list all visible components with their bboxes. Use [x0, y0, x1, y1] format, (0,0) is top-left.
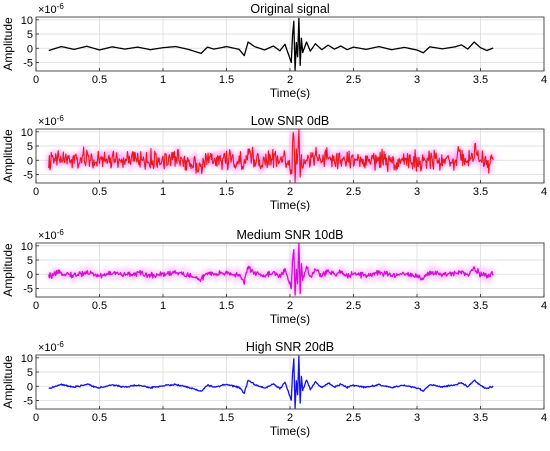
- x-tick-label: 1.5: [219, 300, 234, 312]
- x-tick-label: 1.5: [219, 74, 234, 86]
- x-tick-label: 0.5: [92, 74, 107, 86]
- y-exponent-power: -6: [57, 2, 65, 11]
- x-tick-label: 3: [414, 300, 420, 312]
- x-tick-label: 0: [33, 412, 39, 424]
- y-tick-label: -5: [23, 283, 33, 295]
- series-line: [48, 243, 494, 296]
- y-exponent-power: -6: [57, 228, 65, 237]
- y-tick-label: 0: [27, 43, 33, 55]
- subplot-title: Original signal: [250, 2, 329, 16]
- y-exponent-label: ×10-6: [38, 228, 64, 242]
- x-tick-label: 2: [287, 300, 293, 312]
- x-tick-label: 2.5: [346, 186, 361, 198]
- y-exponent-label: ×10-6: [38, 340, 64, 354]
- y-tick-label: 5: [27, 367, 33, 379]
- series-line: [48, 17, 494, 71]
- series-line: [48, 355, 494, 409]
- series-line: [48, 129, 494, 183]
- y-tick-label: 10: [21, 127, 33, 139]
- y-axis-label: Amplitude: [1, 243, 15, 297]
- y-tick-label: 10: [21, 241, 33, 253]
- x-tick-label: 3: [414, 186, 420, 198]
- y-tick-label: 5: [27, 141, 33, 153]
- x-tick-label: 1: [160, 412, 166, 424]
- x-tick-label: 4: [541, 300, 547, 312]
- x-tick-label: 0: [33, 300, 39, 312]
- y-exponent-base: ×10: [38, 342, 57, 354]
- x-tick-label: 1: [160, 74, 166, 86]
- x-tick-label: 3.5: [473, 186, 488, 198]
- x-tick-label: 3.5: [473, 412, 488, 424]
- x-tick-label: 3: [414, 74, 420, 86]
- x-tick-label: 3.5: [473, 74, 488, 86]
- y-tick-label: -5: [23, 395, 33, 407]
- y-exponent-power: -6: [57, 114, 65, 123]
- y-tick-label: 5: [27, 29, 33, 41]
- y-exponent-label: ×10-6: [38, 2, 64, 16]
- x-tick-label: 3.5: [473, 300, 488, 312]
- x-tick-label: 0: [33, 74, 39, 86]
- x-axis-label: Time(s): [270, 198, 310, 212]
- x-tick-label: 1: [160, 300, 166, 312]
- x-tick-label: 1.5: [219, 412, 234, 424]
- x-tick-label: 2.5: [346, 300, 361, 312]
- x-tick-label: 0.5: [92, 412, 107, 424]
- x-tick-label: 4: [541, 412, 547, 424]
- y-tick-label: 0: [27, 269, 33, 281]
- y-tick-label: 0: [27, 381, 33, 393]
- y-exponent-base: ×10: [38, 116, 57, 128]
- y-exponent-base: ×10: [38, 4, 57, 16]
- y-tick-label: 0: [27, 155, 33, 167]
- y-tick-label: 10: [21, 15, 33, 27]
- x-tick-label: 3: [414, 412, 420, 424]
- y-tick-label: -5: [23, 169, 33, 181]
- x-axis-label: Time(s): [270, 86, 310, 100]
- x-tick-label: 4: [541, 186, 547, 198]
- subplot-title: Low SNR 0dB: [251, 114, 330, 128]
- x-tick-label: 1: [160, 186, 166, 198]
- y-axis-label: Amplitude: [1, 17, 15, 71]
- y-tick-label: 5: [27, 255, 33, 267]
- x-tick-label: 0.5: [92, 300, 107, 312]
- x-axis-label: Time(s): [270, 312, 310, 326]
- y-tick-label: -5: [23, 57, 33, 69]
- x-tick-label: 0: [33, 186, 39, 198]
- x-tick-label: 1.5: [219, 186, 234, 198]
- x-tick-label: 2: [287, 186, 293, 198]
- x-axis-label: Time(s): [270, 424, 310, 438]
- y-tick-label: 10: [21, 353, 33, 365]
- x-tick-label: 2: [287, 74, 293, 86]
- x-tick-label: 2.5: [346, 74, 361, 86]
- x-tick-label: 0.5: [92, 186, 107, 198]
- y-axis-label: Amplitude: [1, 129, 15, 183]
- subplot-title: Medium SNR 10dB: [237, 228, 344, 242]
- y-exponent-base: ×10: [38, 230, 57, 242]
- y-exponent-label: ×10-6: [38, 114, 64, 128]
- subplot-title: High SNR 20dB: [246, 340, 334, 354]
- x-tick-label: 4: [541, 74, 547, 86]
- y-exponent-power: -6: [57, 340, 65, 349]
- x-tick-label: 2: [287, 412, 293, 424]
- y-axis-label: Amplitude: [1, 355, 15, 409]
- x-tick-label: 2.5: [346, 412, 361, 424]
